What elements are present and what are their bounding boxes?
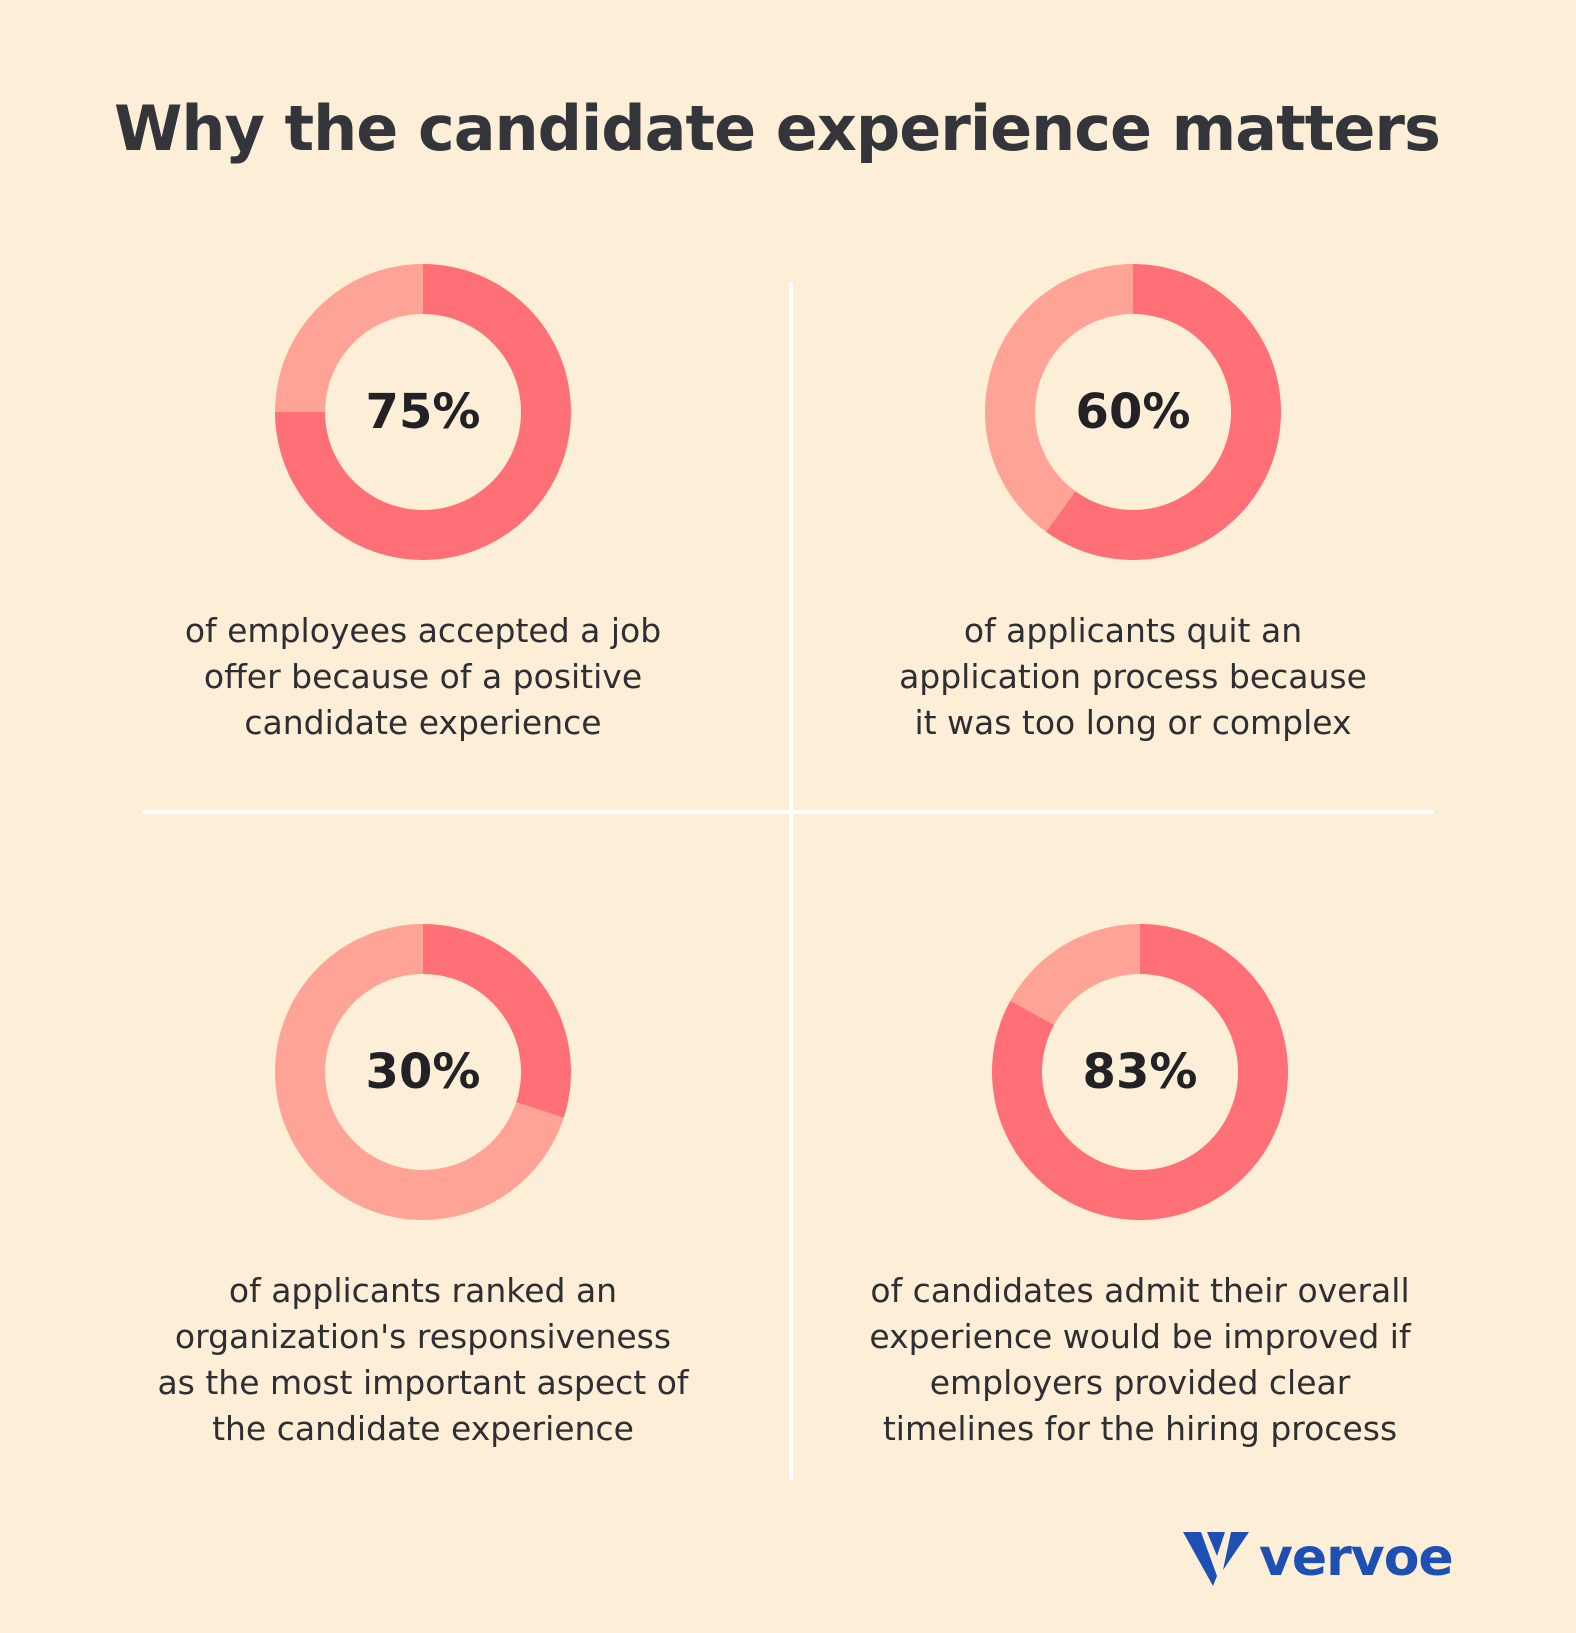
vertical-divider [789, 282, 793, 1480]
donut-segment-remainder [1010, 924, 1140, 1025]
stat-panel-responsiveness: 30% of applicants ranked an organization… [103, 922, 743, 1452]
donut-segment-remainder [985, 264, 1133, 532]
page-title: Why the candidate experience matters [114, 92, 1441, 165]
donut-segment-remainder [275, 264, 423, 412]
donut-chart-60: 60% [985, 264, 1281, 560]
donut-chart-30: 30% [275, 924, 571, 1220]
stat-caption: of candidates admit their overall experi… [869, 1271, 1411, 1448]
stat-panel-applicants-quit: 60% of applicants quit an application pr… [813, 262, 1453, 746]
donut-segment-primary [1046, 264, 1281, 560]
percentage-label: 75% [366, 384, 481, 440]
stat-panel-clear-timelines: 83% of candidates admit their overall ex… [820, 922, 1460, 1452]
vervoe-logo: vervoe [1183, 1528, 1454, 1588]
stat-caption: of employees accepted a job offer becaus… [184, 611, 662, 742]
donut-segment-primary [992, 924, 1288, 1220]
vervoe-v-mark-icon [1183, 1532, 1249, 1586]
stat-caption: of applicants ranked an organization's r… [157, 1271, 689, 1448]
percentage-label: 30% [366, 1044, 481, 1100]
logo-wordmark: vervoe [1259, 1528, 1454, 1588]
percentage-label: 60% [1076, 384, 1191, 440]
donut-segment-primary [275, 264, 571, 560]
stat-panel-employees-accepted-offer: 75% of employees accepted a job offer be… [103, 262, 743, 746]
stat-caption: of applicants quit an application proces… [899, 611, 1367, 742]
percentage-label: 83% [1083, 1044, 1198, 1100]
horizontal-divider [143, 810, 1433, 814]
donut-segment-primary [423, 924, 571, 1118]
donut-chart-75: 75% [275, 264, 571, 560]
donut-segment-remainder [275, 924, 564, 1220]
donut-chart-83: 83% [992, 924, 1288, 1220]
